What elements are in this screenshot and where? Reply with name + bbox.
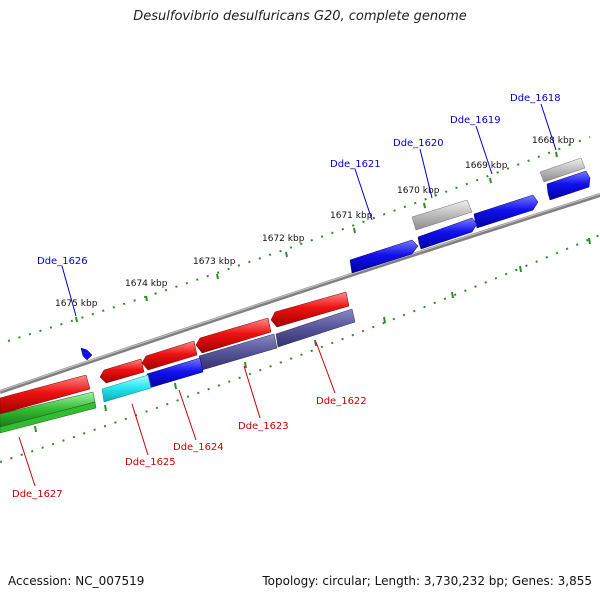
scale-label-1672: 1672 kbp <box>262 234 305 244</box>
gene-dde-1620b[interactable] <box>417 217 478 250</box>
scale-label-1673: 1673 kbp <box>193 257 236 267</box>
leader-dde-1623 <box>243 365 261 419</box>
scale-label-1669: 1669 kbp <box>465 161 508 171</box>
tick-1672 <box>285 251 288 258</box>
label-dde-1620[interactable]: Dde_1620 <box>393 138 444 149</box>
tick-1674 <box>145 295 148 302</box>
map-title: Desulfovibrio desulfuricans G20, complet… <box>133 9 467 24</box>
tick-1670 <box>423 202 426 209</box>
gene-dde-1626[interactable] <box>80 347 93 361</box>
inner-tick-g <box>174 382 177 390</box>
gene-dde-1622[interactable] <box>270 291 350 328</box>
inner-tick-d <box>383 316 386 324</box>
outer-tick-track <box>7 136 591 342</box>
inner-dotted-ruler <box>0 234 600 463</box>
label-dde-1627[interactable]: Dde_1627 <box>12 489 63 500</box>
scale-labels: 1668 kbp 1669 kbp 1670 kbp 1671 kbp 1672… <box>55 136 575 309</box>
accession-text: Accession: NC_007519 <box>8 574 145 588</box>
gene-dde-1625-lower[interactable] <box>101 374 152 403</box>
gene-dde-1623[interactable] <box>195 317 272 354</box>
leader-dde-1622 <box>315 341 336 394</box>
leader-dde-1626 <box>61 265 77 317</box>
gene-dde-1620[interactable] <box>411 199 473 231</box>
outer-dotted-ruler <box>7 136 591 342</box>
gene-dde-1621[interactable] <box>349 239 419 274</box>
leader-dde-1624 <box>178 389 197 441</box>
gene-dde-1625[interactable] <box>99 358 145 384</box>
leader-dde-1618 <box>540 103 557 151</box>
inner-tick-e <box>314 339 317 347</box>
label-dde-1622[interactable]: Dde_1622 <box>316 396 367 407</box>
label-dde-1623[interactable]: Dde_1623 <box>238 421 289 432</box>
leader-dde-1625 <box>131 403 149 456</box>
reverse-strand-genes <box>0 291 356 434</box>
label-dde-1621[interactable]: Dde_1621 <box>330 159 381 170</box>
label-dde-1625[interactable]: Dde_1625 <box>125 457 176 468</box>
gene-dde-1627-lower-2[interactable] <box>0 401 97 434</box>
inner-tick-c <box>451 291 454 299</box>
gene-dde-1618[interactable] <box>546 170 591 201</box>
gene-dde-1618-neighbor[interactable] <box>539 157 586 183</box>
gene-dde-1622-lower[interactable] <box>275 308 356 348</box>
tick-1671 <box>353 227 356 234</box>
scale-label-1670: 1670 kbp <box>397 186 440 196</box>
leader-dde-1619 <box>475 125 493 175</box>
inner-tick-i <box>34 425 37 433</box>
outer-major-ticks <box>75 151 558 323</box>
leader-dde-1620 <box>419 148 433 199</box>
genome-backbone-highlight <box>0 193 600 392</box>
tick-1675 <box>75 316 78 323</box>
inner-tick-f <box>244 361 247 369</box>
inner-major-ticks <box>34 237 591 433</box>
scale-label-1674: 1674 kbp <box>125 279 168 289</box>
label-dde-1618[interactable]: Dde_1618 <box>510 93 561 104</box>
reverse-gene-labels: Dde_1622 Dde_1623 Dde_1624 Dde_1625 Dde_… <box>12 396 367 500</box>
scale-label-1675: 1675 kbp <box>55 299 98 309</box>
inner-tick-track <box>0 234 600 463</box>
forward-gene-labels: Dde_1618 Dde_1619 Dde_1620 Dde_1621 Dde_… <box>37 93 561 267</box>
inner-tick-b <box>519 265 522 273</box>
tick-1673 <box>216 273 219 280</box>
label-dde-1624[interactable]: Dde_1624 <box>173 442 224 453</box>
tick-1668 <box>555 151 558 158</box>
gene-dde-1624[interactable] <box>141 340 198 371</box>
scale-label-1671: 1671 kbp <box>330 211 373 221</box>
forward-leader-lines <box>61 103 557 317</box>
topology-text: Topology: circular; Length: 3,730,232 bp… <box>262 574 592 588</box>
gene-dde-1619[interactable] <box>473 194 539 229</box>
genome-backbone <box>0 193 600 394</box>
label-dde-1619[interactable]: Dde_1619 <box>450 115 501 126</box>
forward-strand-genes <box>80 157 591 361</box>
leader-dde-1621 <box>354 168 373 221</box>
inner-tick-a <box>588 237 591 245</box>
leader-dde-1627 <box>18 436 36 487</box>
label-dde-1626[interactable]: Dde_1626 <box>37 256 88 267</box>
reverse-leader-lines <box>18 341 336 487</box>
tick-1669 <box>489 177 492 184</box>
gene-dde-1627[interactable] <box>0 374 91 415</box>
inner-tick-h <box>104 404 107 412</box>
